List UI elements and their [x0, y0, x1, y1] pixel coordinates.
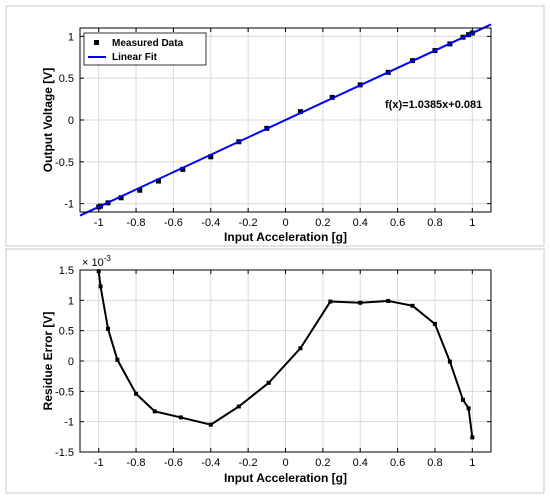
residue-x-tick-label: -0.6 — [164, 457, 183, 469]
residue-data-point — [236, 404, 241, 409]
residue-y-tick-label: 1.5 — [59, 265, 74, 277]
residue-data-point — [410, 303, 415, 308]
residue-exponent-power: -3 — [104, 254, 112, 263]
voltage-x-tick-label: 0.2 — [315, 217, 330, 229]
residue-x-tick-label: 0.6 — [390, 457, 405, 469]
residue-exponent-base: × 10 — [82, 257, 104, 269]
legend-label-measured: Measured Data — [112, 38, 184, 49]
voltage-x-tick-label: -1 — [94, 217, 104, 229]
residue-data-point — [470, 435, 475, 440]
residue-x-tick-label: -0.2 — [239, 457, 258, 469]
voltage-data-point — [180, 166, 186, 172]
residue-data-point — [328, 299, 333, 304]
residue-data-point — [358, 300, 363, 305]
residue-y-axis-label: Residue Error [V] — [41, 312, 55, 411]
residue-data-point — [178, 415, 183, 420]
voltage-x-tick-label: 0.8 — [427, 217, 442, 229]
voltage-y-axis-label: Output Voltage [V] — [41, 68, 55, 172]
residue-data-point — [447, 359, 452, 364]
residue-x-tick-label: -0.8 — [127, 457, 146, 469]
voltage-x-tick-label: 0.6 — [390, 217, 405, 229]
voltage-x-tick-label: 0 — [282, 217, 288, 229]
residue-data-point — [432, 321, 437, 326]
residue-series-0-line — [97, 271, 474, 438]
voltage-x-tick-label: -0.4 — [201, 217, 220, 229]
residue-x-tick-label: 0.2 — [315, 457, 330, 469]
voltage-x-tick-label: -0.8 — [127, 217, 146, 229]
residue-y-tick-label: -1.5 — [55, 447, 74, 459]
residue-data-point — [298, 346, 303, 351]
fit-equation-annotation: f(x)=1.0385x+0.081 — [385, 99, 482, 111]
voltage-x-tick-label: -0.6 — [164, 217, 183, 229]
legend: Measured Data Linear Fit — [83, 32, 207, 66]
residue-y-tick-label: 0.5 — [59, 326, 74, 338]
residue-x-tick-label: -0.4 — [201, 457, 220, 469]
residue-y-tick-label: 0 — [68, 356, 74, 368]
voltage-series-1-line — [79, 23, 492, 217]
residue-data-point — [266, 380, 271, 385]
voltage-x-axis-label: Input Acceleration [g] — [224, 230, 347, 244]
voltage-x-tick-label: 0.4 — [353, 217, 368, 229]
residue-y-tick-label: -0.5 — [55, 386, 74, 398]
residue-y-tick-label: -1 — [64, 417, 74, 429]
residue-data-point — [134, 391, 139, 396]
residue-plot: -1 -0.8 -0.6 -0.4 -0.2 0 0.2 0.4 0.6 0.8 1 -1.5 -1 -0… — [41, 254, 492, 485]
voltage-y-tick-label: 1 — [68, 31, 74, 43]
voltage-ticks: -1 -0.8 -0.6 -0.4 -0.2 0 0.2 0.4 0.6 0.8 1 -1 -0.5 0 0… — [55, 28, 491, 229]
residue-series — [96, 269, 475, 440]
voltage-data-point — [208, 154, 214, 160]
voltage-x-tick-label: -0.2 — [239, 217, 258, 229]
residue-exponent-label: × 10-3 — [82, 254, 111, 269]
residue-y-tick-label: 1 — [68, 295, 74, 307]
voltage-series — [79, 23, 492, 217]
voltage-x-tick-label: 1 — [469, 217, 475, 229]
voltage-data-point — [155, 178, 161, 184]
residue-data-point — [115, 357, 120, 362]
residue-data-point — [152, 409, 157, 414]
residue-grid — [80, 269, 491, 453]
residue-data-point — [386, 298, 391, 303]
residue-x-axis-label: Input Acceleration [g] — [224, 471, 347, 485]
voltage-data-point — [118, 195, 124, 201]
residue-data-point — [466, 406, 471, 411]
residue-ticks: -1 -0.8 -0.6 -0.4 -0.2 0 0.2 0.4 0.6 0.8 1 -1.5 -1 -0… — [55, 265, 491, 469]
voltage-data-point — [137, 187, 143, 193]
legend-label-fit: Linear Fit — [112, 52, 158, 63]
voltage-y-tick-label: -1 — [64, 199, 74, 211]
residue-data-point — [460, 397, 465, 402]
residue-x-tick-label: -1 — [94, 457, 104, 469]
legend-marker-measured — [94, 40, 99, 45]
residue-x-tick-label: 1 — [469, 457, 475, 469]
residue-data-point — [106, 326, 111, 331]
residue-x-tick-label: 0.4 — [353, 457, 368, 469]
voltage-y-tick-label: 0.5 — [59, 73, 74, 85]
residue-x-tick-label: 0.8 — [427, 457, 442, 469]
residue-x-tick-label: 0 — [282, 457, 288, 469]
voltage-y-tick-label: -0.5 — [55, 157, 74, 169]
voltage-data-point — [297, 109, 303, 115]
voltage-y-tick-label: 0 — [68, 115, 74, 127]
residue-data-point — [208, 422, 213, 427]
legend-box — [83, 32, 207, 66]
residue-data-point — [98, 284, 103, 289]
voltage-plot: -1 -0.8 -0.6 -0.4 -0.2 0 0.2 0.4 0.6 0.8 1 -1 -0.5 0 0… — [41, 23, 492, 244]
